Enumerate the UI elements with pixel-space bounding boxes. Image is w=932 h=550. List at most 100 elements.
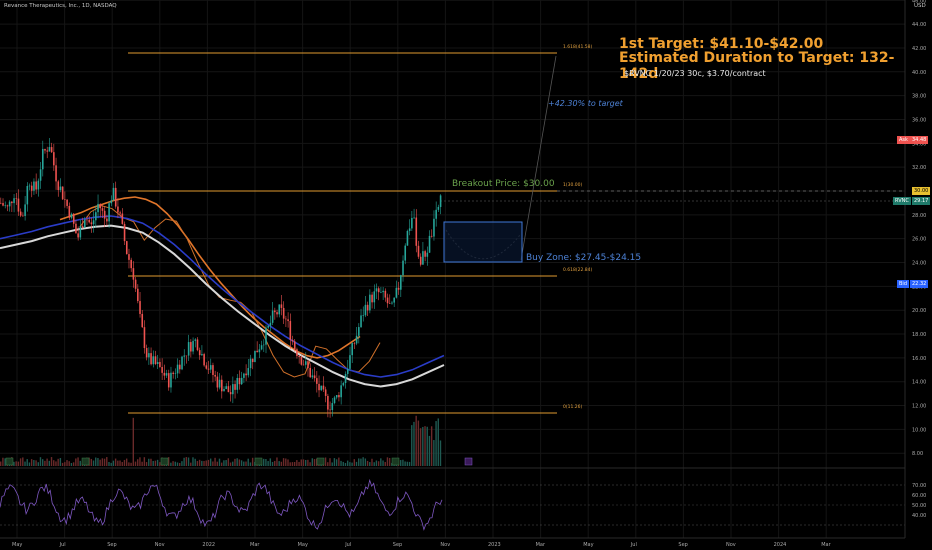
volume-bar	[176, 462, 179, 466]
candle	[209, 365, 212, 370]
volume-bar	[238, 459, 241, 466]
volume-bar	[119, 460, 121, 466]
volume-bar	[198, 459, 201, 466]
candle	[39, 169, 42, 181]
volume-bar	[232, 461, 234, 466]
time-tick: 2023	[488, 542, 501, 548]
candle	[194, 339, 197, 341]
candle	[179, 364, 181, 370]
candle	[70, 213, 73, 218]
candle	[291, 339, 294, 342]
volume-bar	[17, 461, 20, 466]
candle	[404, 245, 407, 261]
candle	[298, 356, 300, 358]
candle	[229, 392, 232, 395]
candle	[134, 279, 137, 289]
candle	[2, 203, 4, 206]
candle	[92, 220, 95, 225]
volume-bar	[247, 458, 249, 466]
volume-bar	[70, 462, 73, 466]
volume-bar	[400, 460, 402, 466]
candle	[225, 386, 228, 389]
volume-bar	[249, 462, 252, 466]
volume-bar	[19, 458, 22, 466]
candle	[293, 341, 296, 350]
candle	[424, 251, 426, 257]
price-tick: 40.00	[912, 70, 926, 76]
volume-bar	[285, 458, 287, 466]
volume-bar	[95, 457, 97, 466]
volume-bar	[316, 458, 318, 466]
candle	[110, 200, 113, 204]
candle	[24, 204, 26, 217]
candle	[123, 223, 126, 242]
volume-bar	[174, 461, 176, 466]
price-candles	[0, 137, 442, 418]
volume-bars	[0, 415, 442, 466]
volume-bar	[192, 457, 194, 466]
volume-bar	[307, 459, 309, 466]
time-axis: May Jul Sep Nov 2022 Mar May Jul Sep Nov 2023 Mar Ma…	[12, 542, 832, 548]
chart-title: Revance Therapeutics, Inc., 1D, NASDAQ	[4, 3, 117, 9]
volume-bar	[185, 457, 188, 466]
candle	[276, 312, 278, 315]
time-tick: Nov	[155, 542, 165, 548]
volume-bar	[377, 461, 380, 466]
volume-bar	[66, 460, 68, 466]
candle	[430, 235, 433, 237]
volume-bar	[207, 459, 210, 466]
candle	[362, 315, 365, 316]
price-tick: 34.00	[912, 141, 926, 147]
candle	[388, 303, 391, 304]
fib-1618-label: 1.618(41.58)	[563, 45, 593, 50]
volume-bar	[245, 461, 247, 466]
candle	[358, 327, 360, 336]
volume-bar	[344, 462, 347, 466]
volume-bar	[388, 458, 391, 466]
candle	[26, 185, 29, 205]
volume-bar	[369, 462, 371, 466]
candle	[307, 361, 309, 368]
moving-average-white	[0, 224, 445, 388]
volume-bar	[346, 460, 349, 466]
candle	[154, 356, 157, 364]
candle	[143, 327, 146, 349]
candle	[66, 199, 68, 206]
candle	[386, 297, 389, 304]
buy-zone-box[interactable]	[443, 221, 523, 263]
candle	[327, 395, 329, 410]
volume-bar	[243, 461, 245, 466]
volume-bar	[262, 458, 265, 466]
volume-bar	[251, 457, 254, 466]
candle	[214, 374, 216, 377]
candle	[22, 215, 24, 217]
candle	[132, 268, 135, 280]
candle	[176, 364, 179, 374]
volume-bar	[274, 460, 276, 466]
candle	[90, 222, 93, 225]
volume-bar	[114, 458, 117, 466]
price-tick: 10.00	[912, 427, 926, 433]
volume-bar	[364, 458, 367, 466]
candle	[30, 185, 33, 191]
candle	[223, 388, 225, 392]
candle	[280, 304, 283, 308]
candle	[13, 198, 15, 204]
volume-bar	[99, 459, 101, 466]
candle	[415, 217, 418, 246]
candle	[207, 368, 210, 370]
candle	[267, 325, 270, 328]
candle	[46, 150, 49, 152]
volume-bar	[15, 461, 17, 466]
candle	[322, 385, 325, 390]
time-tick: Sep	[107, 542, 116, 548]
volume-bar	[121, 462, 123, 466]
candle	[221, 379, 223, 392]
candle	[72, 213, 75, 224]
candle	[50, 147, 53, 153]
candle	[8, 201, 11, 207]
volume-bar	[159, 462, 161, 466]
candle	[335, 395, 338, 398]
candle	[181, 356, 183, 370]
